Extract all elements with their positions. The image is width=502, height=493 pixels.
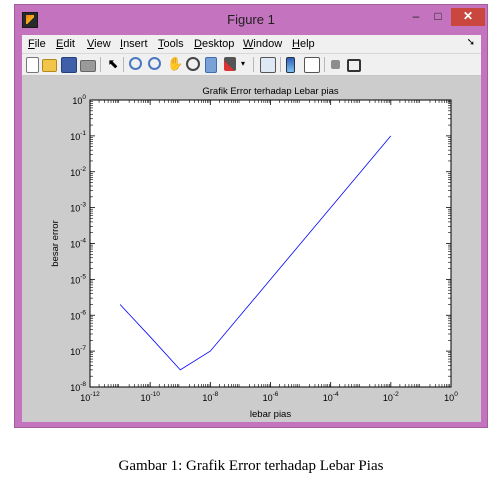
title-bar[interactable]: Figure 1 – □ ✕ [15, 5, 487, 35]
y-tick-label: 100 [72, 94, 86, 106]
y-tick-label: 10-7 [70, 345, 86, 357]
y-tick-label: 10-1 [70, 130, 86, 142]
minimize-button[interactable]: – [412, 9, 420, 23]
new-figure-icon[interactable] [26, 57, 39, 73]
toolbar-separator [324, 57, 325, 72]
menu-bar: File Edit View Insert Tools Desktop Wind… [22, 35, 481, 53]
x-tick-label: 10-6 [263, 391, 279, 403]
pointer-icon[interactable]: ⬉ [107, 56, 119, 71]
show-plot-tools-icon[interactable] [347, 59, 361, 72]
figure-canvas: 10-12 10-10 10-8 10-6 10-4 10-2 100 10-8 10-7 10-… [22, 76, 481, 422]
maximize-button[interactable]: □ [434, 9, 442, 23]
link-icon[interactable] [260, 57, 276, 73]
menu-tools[interactable]: Tools [158, 38, 184, 50]
toolbar-separator [100, 57, 101, 72]
x-tick-label: 10-8 [202, 391, 218, 403]
x-tick-label: 100 [444, 391, 458, 403]
x-tick-label: 10-10 [140, 391, 160, 403]
y-tick-label: 10-5 [70, 273, 86, 285]
dropdown-arrow-icon[interactable]: ▾ [241, 59, 246, 68]
x-tick-label: 10-2 [383, 391, 399, 403]
series-line [119, 135, 392, 371]
menu-desktop[interactable]: Desktop [194, 38, 235, 50]
figure-window: Figure 1 – □ ✕ File Edit View Insert Too… [14, 4, 488, 428]
x-tick-label: 10-4 [323, 391, 339, 403]
menu-help[interactable]: Help [292, 38, 315, 50]
menu-insert[interactable]: Insert [120, 38, 148, 50]
toolbar-separator [123, 57, 124, 72]
y-axis-label: besar error [50, 220, 61, 266]
x-tick-label: 10-12 [80, 391, 100, 403]
y-tick-label: 10-2 [70, 166, 86, 178]
zoom-out-icon[interactable] [148, 57, 161, 70]
brush-icon[interactable] [224, 57, 236, 71]
menu-edit[interactable]: Edit [56, 38, 75, 50]
open-file-icon[interactable] [42, 59, 57, 72]
data-cursor-icon[interactable] [205, 57, 217, 73]
print-icon[interactable] [80, 60, 96, 72]
y-tick-label: 10-4 [70, 238, 86, 250]
save-icon[interactable] [61, 57, 77, 73]
window-title: Figure 1 [227, 12, 275, 27]
zoom-in-icon[interactable] [129, 57, 142, 70]
toolbar-separator [280, 57, 281, 72]
y-tick-label: 10-6 [70, 309, 86, 321]
x-axis-label: lebar pias [250, 409, 291, 420]
y-tick-label: 10-8 [70, 381, 86, 393]
matlab-app-icon [22, 12, 38, 28]
toolbar-separator [253, 57, 254, 72]
pan-icon[interactable]: ✋ [167, 56, 184, 71]
figure-toolbar: ⬉ ✋ ▾ [22, 53, 481, 76]
hide-plot-tools-icon[interactable] [331, 60, 340, 69]
menu-window[interactable]: Window [243, 38, 283, 50]
figure-caption: Gambar 1: Grafik Error terhadap Lebar Pi… [118, 458, 384, 474]
legend-icon[interactable] [304, 57, 320, 73]
menu-view[interactable]: View [87, 38, 111, 50]
rotate-icon[interactable] [186, 57, 200, 71]
menu-file[interactable]: File [28, 38, 46, 50]
chart[interactable]: 10-12 10-10 10-8 10-6 10-4 10-2 100 10-8 10-7 10-… [22, 76, 481, 422]
chart-title: Grafik Error terhadap Lebar pias [202, 86, 338, 97]
colorbar-icon[interactable] [286, 57, 295, 73]
close-button[interactable]: ✕ [451, 8, 485, 26]
dock-arrow-icon[interactable]: ➘ [466, 37, 475, 48]
y-tick-label: 10-3 [70, 202, 86, 214]
plot-area [89, 99, 452, 388]
